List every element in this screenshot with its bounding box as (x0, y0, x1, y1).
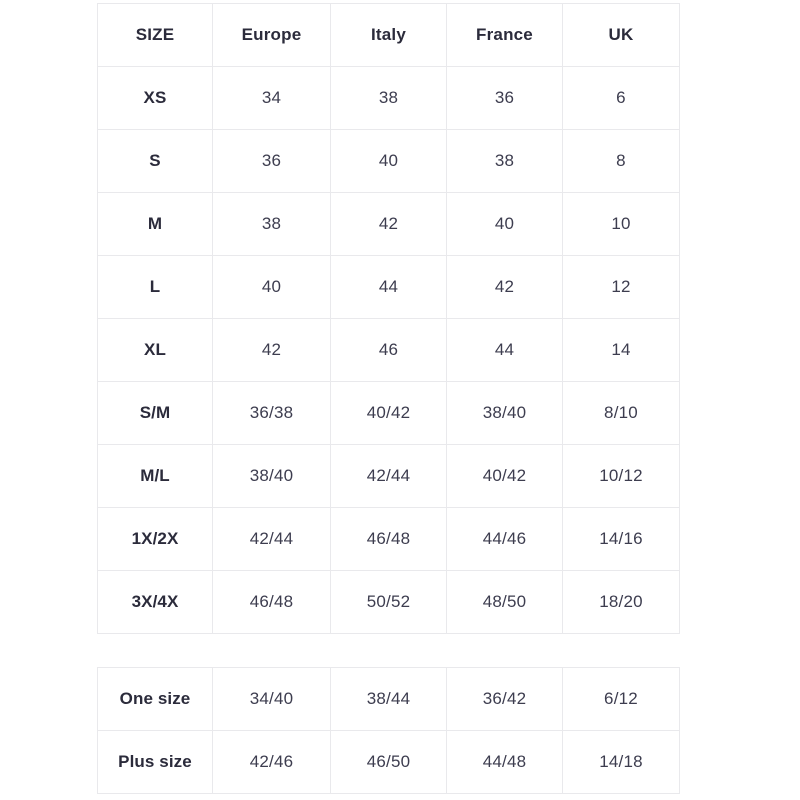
cell-europe: 36 (212, 129, 331, 193)
cell-europe: 34 (212, 66, 331, 130)
secondary-size-conversion-table: One size 34/40 38/44 36/42 6/12 Plus siz… (97, 667, 680, 794)
cell-france: 40/42 (446, 444, 563, 508)
cell-italy: 46/48 (330, 507, 447, 571)
cell-europe: 38/40 (212, 444, 331, 508)
row-label-s: S (97, 129, 213, 193)
cell-europe: 36/38 (212, 381, 331, 445)
cell-uk: 12 (562, 255, 680, 319)
cell-france: 36/42 (446, 667, 563, 731)
column-header-europe: Europe (212, 3, 331, 67)
table-row: 1X/2X 42/44 46/48 44/46 14/16 (97, 507, 680, 571)
cell-europe: 46/48 (212, 570, 331, 634)
row-label-l: L (97, 255, 213, 319)
cell-europe: 42 (212, 318, 331, 382)
row-label-one-size: One size (97, 667, 213, 731)
cell-france: 38/40 (446, 381, 563, 445)
cell-italy: 40/42 (330, 381, 447, 445)
table-row: L 40 44 42 12 (97, 255, 680, 319)
cell-europe: 42/44 (212, 507, 331, 571)
row-label-xl: XL (97, 318, 213, 382)
cell-france: 42 (446, 255, 563, 319)
row-label-s-m: S/M (97, 381, 213, 445)
table-row: M 38 42 40 10 (97, 192, 680, 256)
row-label-m-l: M/L (97, 444, 213, 508)
cell-italy: 46 (330, 318, 447, 382)
column-header-size: SIZE (97, 3, 213, 67)
table-header: SIZE Europe Italy France UK (97, 3, 680, 67)
row-label-m: M (97, 192, 213, 256)
cell-france: 40 (446, 192, 563, 256)
cell-italy: 44 (330, 255, 447, 319)
cell-france: 44/46 (446, 507, 563, 571)
row-label-3x-4x: 3X/4X (97, 570, 213, 634)
row-label-plus-size: Plus size (97, 730, 213, 794)
table-row: XL 42 46 44 14 (97, 318, 680, 382)
cell-uk: 10 (562, 192, 680, 256)
cell-france: 38 (446, 129, 563, 193)
row-label-1x-2x: 1X/2X (97, 507, 213, 571)
cell-italy: 50/52 (330, 570, 447, 634)
cell-europe: 38 (212, 192, 331, 256)
cell-italy: 46/50 (330, 730, 447, 794)
column-header-france: France (446, 3, 563, 67)
cell-italy: 38 (330, 66, 447, 130)
column-header-italy: Italy (330, 3, 447, 67)
row-label-xs: XS (97, 66, 213, 130)
cell-uk: 10/12 (562, 444, 680, 508)
cell-italy: 42 (330, 192, 447, 256)
cell-europe: 40 (212, 255, 331, 319)
table-row: 3X/4X 46/48 50/52 48/50 18/20 (97, 570, 680, 634)
cell-uk: 18/20 (562, 570, 680, 634)
cell-uk: 8/10 (562, 381, 680, 445)
cell-france: 44 (446, 318, 563, 382)
cell-france: 48/50 (446, 570, 563, 634)
cell-uk: 6/12 (562, 667, 680, 731)
cell-italy: 40 (330, 129, 447, 193)
cell-france: 44/48 (446, 730, 563, 794)
cell-uk: 6 (562, 66, 680, 130)
table-row: M/L 38/40 42/44 40/42 10/12 (97, 444, 680, 508)
table-row: S/M 36/38 40/42 38/40 8/10 (97, 381, 680, 445)
table-row: XS 34 38 36 6 (97, 66, 680, 130)
cell-uk: 14 (562, 318, 680, 382)
cell-italy: 42/44 (330, 444, 447, 508)
cell-italy: 38/44 (330, 667, 447, 731)
cell-uk: 14/18 (562, 730, 680, 794)
table-body: XS 34 38 36 6 S 36 40 38 8 M 38 42 40 10 (97, 66, 680, 634)
cell-uk: 14/16 (562, 507, 680, 571)
table-body: One size 34/40 38/44 36/42 6/12 Plus siz… (97, 667, 680, 794)
column-header-uk: UK (562, 3, 680, 67)
table-row: Plus size 42/46 46/50 44/48 14/18 (97, 730, 680, 794)
table-row: S 36 40 38 8 (97, 129, 680, 193)
cell-europe: 34/40 (212, 667, 331, 731)
cell-uk: 8 (562, 129, 680, 193)
primary-size-conversion-table: SIZE Europe Italy France UK XS 34 38 36 … (97, 3, 680, 634)
cell-france: 36 (446, 66, 563, 130)
table-row: One size 34/40 38/44 36/42 6/12 (97, 667, 680, 731)
cell-europe: 42/46 (212, 730, 331, 794)
header-row: SIZE Europe Italy France UK (97, 3, 680, 67)
